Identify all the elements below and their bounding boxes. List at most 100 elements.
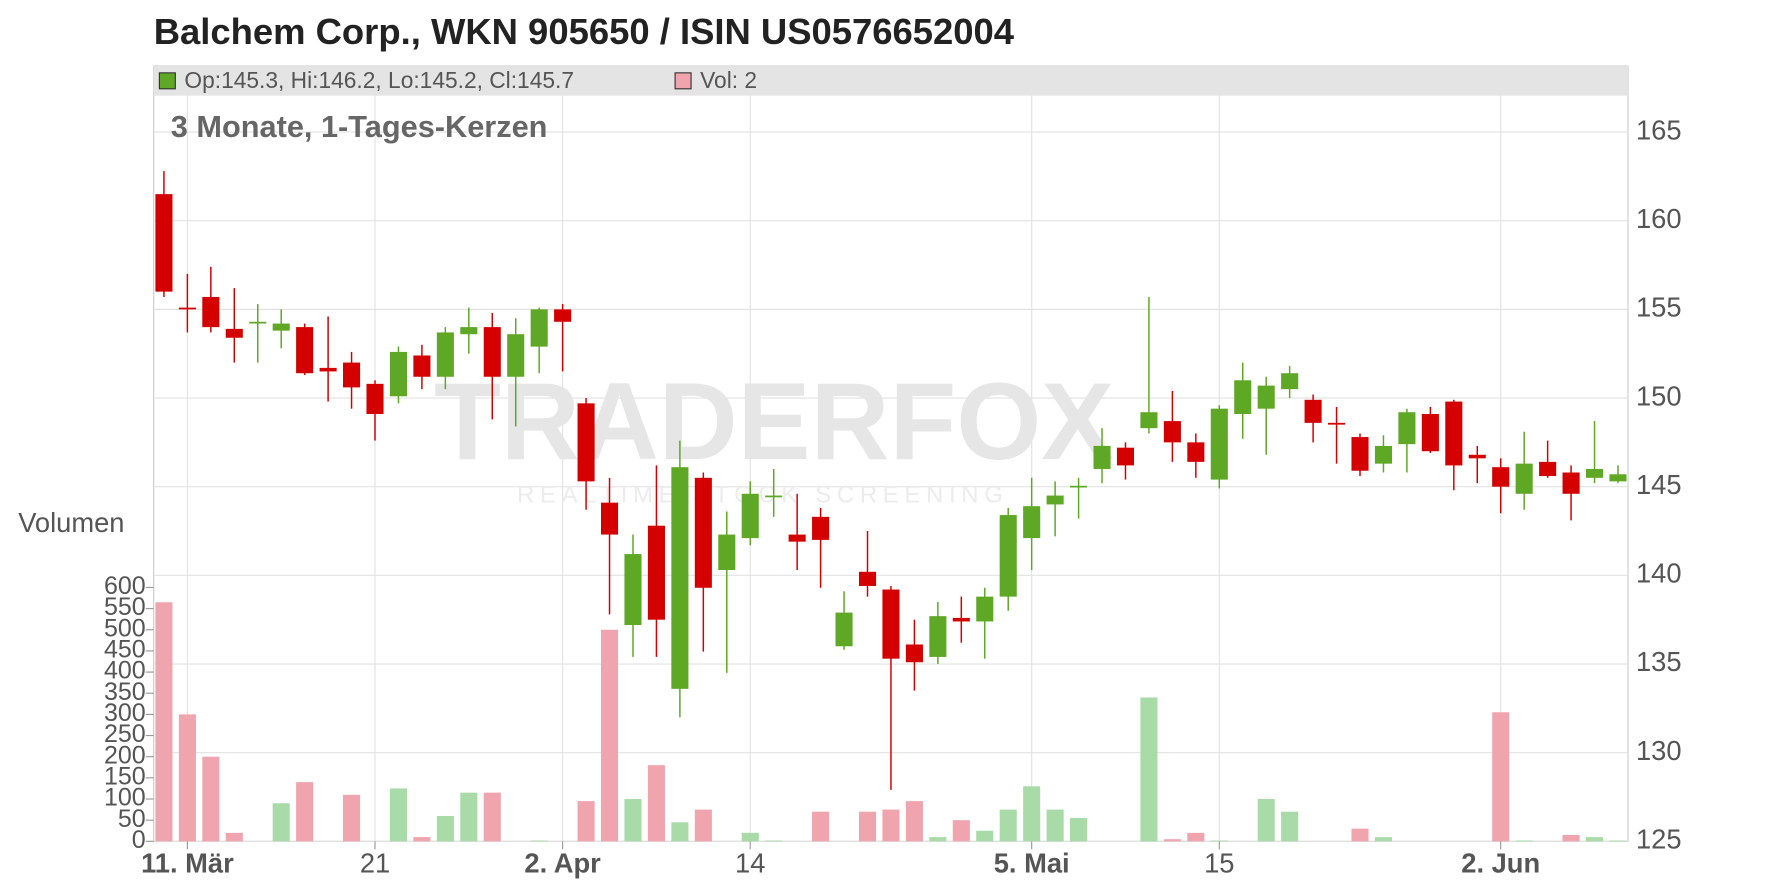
candle-body [1468,454,1486,459]
candle-body [483,327,501,377]
volume-bar [202,756,220,842]
y-tick-label: 130 [1636,735,1682,766]
y-tick-label: 140 [1636,558,1682,589]
candle-body [812,516,830,540]
y-tick-label: 125 [1636,824,1682,855]
legend-swatch-ohlc [158,72,176,90]
y2-tick-label: 200 [104,741,146,769]
watermark: TRADERFOX [434,361,1114,483]
candle-body [741,493,759,539]
candle-body [507,334,525,377]
x-tick-label: 2. Apr [524,847,601,878]
y-tick-label: 150 [1636,380,1682,411]
volume-bar [1140,697,1158,842]
candle-body [389,351,407,397]
volume-bar [460,792,478,842]
candle-body [1281,373,1299,390]
candle-body [1234,380,1252,414]
y2-tick-label: 250 [104,720,146,748]
candle-body [1257,385,1275,409]
y2-tick-label: 300 [104,699,146,727]
volume-bar [225,832,243,842]
candle-body [530,309,548,347]
candle-body [647,525,665,620]
y2-tick-label: 600 [104,572,146,600]
y2-tick-label: 450 [104,636,146,664]
volume-bar [389,788,407,842]
candle-body [858,571,877,586]
x-tick-label: 21 [360,847,390,878]
candle-body [835,612,853,647]
candle-body [976,596,994,622]
volume-bar [882,809,900,842]
y-tick-label: 145 [1636,469,1682,500]
volume-bar [178,714,196,842]
y2-tick-label: 500 [104,614,146,642]
volume-bar [1351,828,1369,842]
candle-body [1562,472,1580,494]
candle-body [460,327,478,335]
legend-ohlc: Op:145.3, Hi:146.2, Lo:145.2, Cl:145.7 [184,67,574,93]
candle-body [1163,421,1181,443]
y2-tick-label: 100 [104,784,146,812]
volume-bar [858,811,877,842]
y-tick-label: 135 [1636,646,1682,677]
candle-body [554,309,572,322]
candle-body [319,367,337,372]
volume-bar [1515,840,1533,842]
candle-body [1140,412,1158,429]
candle-body [178,307,196,310]
candle-body [718,534,736,571]
volume-bar [1257,799,1275,842]
volume-bar [1585,837,1604,842]
candle-body [1023,506,1041,539]
candle-body [1328,422,1346,425]
legend-band [153,66,1629,96]
candle-body [272,323,290,331]
legend-swatch-volume [674,72,692,90]
candle-body [366,383,384,414]
candle-body [1187,442,1205,462]
volume-bar [976,830,994,842]
candle-body [788,534,806,542]
candle-body [694,477,712,588]
x-tick-label: 11. Mär [141,847,234,878]
candle-body [1539,461,1557,477]
volume-bar [952,820,970,842]
candle-body [1046,495,1064,505]
volume-bar [1609,840,1627,842]
volume-bar [1023,786,1041,842]
y2-tick-label: 550 [104,593,146,621]
volume-bar [1046,809,1064,842]
candle-body [1609,474,1627,482]
candle-body [929,616,947,657]
volume-bar [1210,840,1228,842]
volume-bar [741,832,759,842]
y-tick-label: 155 [1636,292,1682,323]
x-tick-label: 14 [735,847,765,878]
y2-tick-label: 350 [104,678,146,706]
candle-body [1515,463,1533,494]
y2-tick-label: 50 [118,805,146,833]
volume-bar [413,837,431,842]
candle-body [765,495,783,498]
volume-bar [1281,811,1299,842]
volume-bar [1163,839,1181,842]
candle-body [413,355,431,377]
candle-body [882,589,900,659]
volume-bar [577,801,595,842]
x-tick-label: 5. Mai [994,847,1070,878]
volume-bar [1187,832,1205,842]
volume-bar [929,837,947,842]
candle-body [624,554,642,625]
volume-bar [1562,834,1580,842]
x-tick-label: 2. Jun [1461,847,1540,878]
candle-body [249,321,267,324]
candle-body [600,502,619,535]
candle-body [202,296,220,328]
volume-bar [647,765,665,842]
candle-body [1421,413,1439,452]
volume-bar [1374,837,1392,842]
